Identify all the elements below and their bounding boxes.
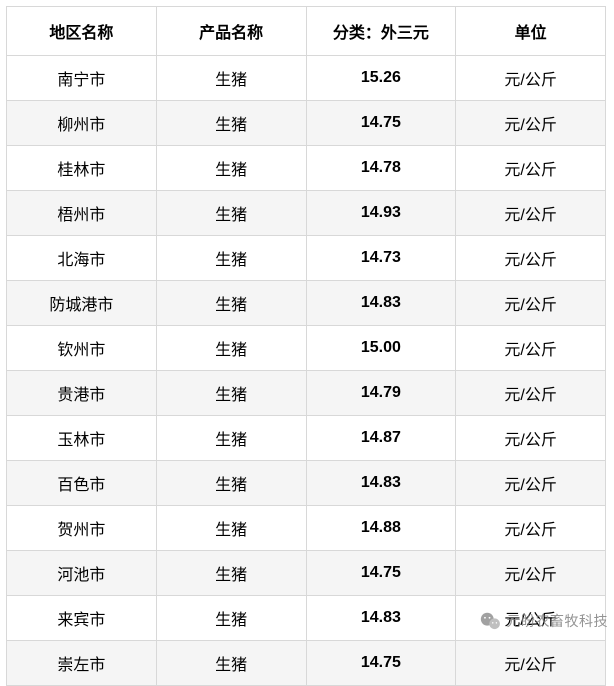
table-row: 北海市生猪14.73元/公斤 <box>7 236 606 281</box>
cell-region: 崇左市 <box>7 641 157 686</box>
table-row: 桂林市生猪14.78元/公斤 <box>7 146 606 191</box>
cell-product: 生猪 <box>156 551 306 596</box>
table-row: 来宾市生猪14.83元/公斤 <box>7 596 606 641</box>
table-row: 贺州市生猪14.88元/公斤 <box>7 506 606 551</box>
col-region: 地区名称 <box>7 7 157 56</box>
cell-region: 贵港市 <box>7 371 157 416</box>
cell-region: 北海市 <box>7 236 157 281</box>
cell-price: 14.93 <box>306 191 456 236</box>
cell-product: 生猪 <box>156 641 306 686</box>
table-row: 河池市生猪14.75元/公斤 <box>7 551 606 596</box>
cell-product: 生猪 <box>156 191 306 236</box>
cell-price: 14.78 <box>306 146 456 191</box>
cell-product: 生猪 <box>156 101 306 146</box>
cell-region: 河池市 <box>7 551 157 596</box>
cell-price: 14.75 <box>306 101 456 146</box>
cell-product: 生猪 <box>156 506 306 551</box>
cell-unit: 元/公斤 <box>456 236 606 281</box>
table-row: 防城港市生猪14.83元/公斤 <box>7 281 606 326</box>
cell-region: 钦州市 <box>7 326 157 371</box>
cell-price: 14.73 <box>306 236 456 281</box>
cell-unit: 元/公斤 <box>456 416 606 461</box>
cell-unit: 元/公斤 <box>456 56 606 101</box>
cell-product: 生猪 <box>156 146 306 191</box>
table-row: 梧州市生猪14.93元/公斤 <box>7 191 606 236</box>
cell-unit: 元/公斤 <box>456 596 606 641</box>
cell-unit: 元/公斤 <box>456 641 606 686</box>
table-header-row: 地区名称 产品名称 分类：外三元 单位 <box>7 7 606 56</box>
cell-unit: 元/公斤 <box>456 506 606 551</box>
cell-product: 生猪 <box>156 371 306 416</box>
cell-unit: 元/公斤 <box>456 326 606 371</box>
cell-unit: 元/公斤 <box>456 191 606 236</box>
cell-price: 14.87 <box>306 416 456 461</box>
cell-price: 14.88 <box>306 506 456 551</box>
cell-price: 14.75 <box>306 641 456 686</box>
cell-product: 生猪 <box>156 236 306 281</box>
col-price: 分类：外三元 <box>306 7 456 56</box>
table-row: 南宁市生猪15.26元/公斤 <box>7 56 606 101</box>
col-unit: 单位 <box>456 7 606 56</box>
cell-region: 南宁市 <box>7 56 157 101</box>
cell-unit: 元/公斤 <box>456 146 606 191</box>
cell-product: 生猪 <box>156 56 306 101</box>
cell-region: 柳州市 <box>7 101 157 146</box>
table-row: 玉林市生猪14.87元/公斤 <box>7 416 606 461</box>
cell-region: 防城港市 <box>7 281 157 326</box>
cell-product: 生猪 <box>156 416 306 461</box>
cell-region: 贺州市 <box>7 506 157 551</box>
cell-product: 生猪 <box>156 596 306 641</box>
cell-region: 桂林市 <box>7 146 157 191</box>
cell-region: 梧州市 <box>7 191 157 236</box>
cell-region: 来宾市 <box>7 596 157 641</box>
table-row: 钦州市生猪15.00元/公斤 <box>7 326 606 371</box>
cell-price: 15.00 <box>306 326 456 371</box>
price-table: 地区名称 产品名称 分类：外三元 单位 南宁市生猪15.26元/公斤柳州市生猪1… <box>6 6 606 686</box>
cell-price: 14.75 <box>306 551 456 596</box>
table-row: 崇左市生猪14.75元/公斤 <box>7 641 606 686</box>
cell-unit: 元/公斤 <box>456 371 606 416</box>
table-row: 百色市生猪14.83元/公斤 <box>7 461 606 506</box>
cell-unit: 元/公斤 <box>456 101 606 146</box>
cell-product: 生猪 <box>156 326 306 371</box>
cell-product: 生猪 <box>156 461 306 506</box>
cell-price: 15.26 <box>306 56 456 101</box>
cell-price: 14.83 <box>306 281 456 326</box>
cell-unit: 元/公斤 <box>456 281 606 326</box>
cell-region: 百色市 <box>7 461 157 506</box>
cell-unit: 元/公斤 <box>456 461 606 506</box>
cell-unit: 元/公斤 <box>456 551 606 596</box>
table-body: 南宁市生猪15.26元/公斤柳州市生猪14.75元/公斤桂林市生猪14.78元/… <box>7 56 606 686</box>
cell-price: 14.83 <box>306 461 456 506</box>
cell-region: 玉林市 <box>7 416 157 461</box>
table-row: 柳州市生猪14.75元/公斤 <box>7 101 606 146</box>
table-row: 贵港市生猪14.79元/公斤 <box>7 371 606 416</box>
cell-product: 生猪 <box>156 281 306 326</box>
cell-price: 14.83 <box>306 596 456 641</box>
col-product: 产品名称 <box>156 7 306 56</box>
cell-price: 14.79 <box>306 371 456 416</box>
